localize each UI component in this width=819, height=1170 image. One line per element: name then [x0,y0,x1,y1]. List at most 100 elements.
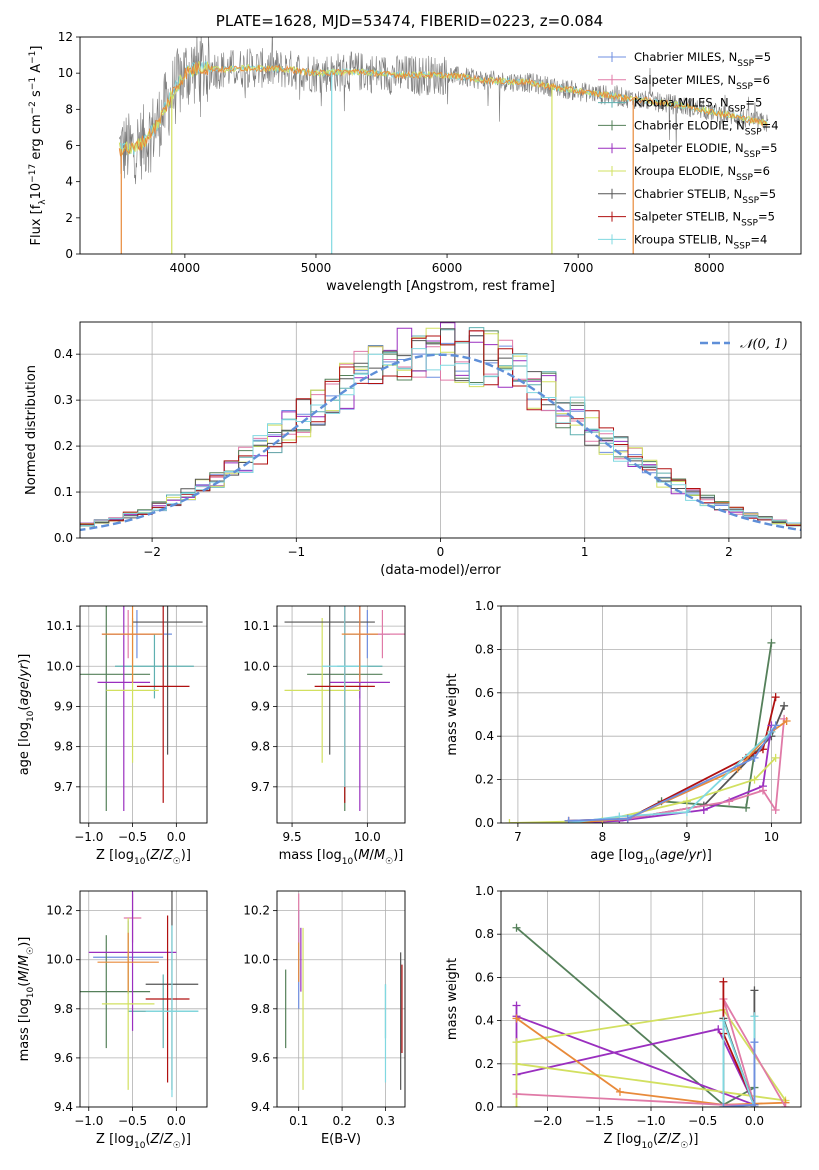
weight-marker [725,797,734,806]
legend-label: Salpeter STELIB, NSSP=5 [634,210,775,229]
y-tick-label: 10.2 [243,904,270,918]
weight-marker [512,1103,521,1107]
errorbar-point [284,618,360,763]
x-axis-label: Z [log10(Z/Z☉)] [604,1132,699,1151]
x-tick-label: 0.2 [333,1114,352,1128]
legend-entry: Kroupa ELODIE, NSSP=6 [598,164,770,183]
x-tick-label: 1 [581,545,589,559]
weight-series [512,923,759,1107]
y-tick-label: 2 [65,211,73,225]
weight-line [515,927,755,1106]
errorbar-point [284,606,375,755]
weight-marker [758,786,767,795]
y-tick-label: 9.9 [54,699,73,713]
y-tick-label: 8 [65,102,73,116]
legend-label: Kroupa ELODIE, NSSP=6 [634,164,770,183]
plot-area [501,891,801,1107]
y-tick-label: 0.4 [54,347,73,361]
errorbar-point [88,891,177,1031]
weight-marker [771,721,780,730]
legend-entry: Chabrier ELODIE, NSSP=4 [598,118,779,137]
weight-marker [782,717,791,726]
axes-frame [500,890,802,1108]
weight-line [568,642,773,823]
weight-marker [771,753,780,762]
weight-marker [682,797,691,806]
legend-entry: Salpeter STELIB, NSSP=5 [598,210,775,229]
x-tick-label: −1.5 [585,1114,614,1128]
weight-marker [750,1100,759,1107]
x-tick-label: −1.0 [636,1114,665,1128]
weight-marker [512,1059,521,1068]
weight-series [719,1038,759,1107]
y-tick-label: 0 [65,247,73,261]
plot-area [118,37,769,254]
axes-frame [79,321,802,539]
errorbar-point [80,935,151,1049]
legend-label: Chabrier MILES, NSSP=5 [634,50,771,69]
axes-panel-4: 9.5 10.0 9.7 9.8 9.9 10.0 10.1 mass [log10(M/M☉… [243,605,406,867]
weight-marker [771,693,780,702]
weight-marker [719,977,728,986]
y-tick-label: 10.0 [243,659,270,673]
figure-title: PLATE=1628, MJD=53474, FIBERID=0223, z=0… [215,12,604,30]
legend: Chabrier MILES, NSSP=5 Salpeter MILES, NS… [598,50,779,251]
axes-panel-2: −2 −1 0 1 2 0.0 0.1 0.2 0.3 0.4 (data-model)/error… [24,321,802,578]
y-tick-label: 0.8 [475,642,494,656]
weight-marker [699,805,708,814]
axes-frame [79,890,208,1108]
legend-label: Salpeter ELODIE, NSSP=5 [634,141,777,160]
y-tick-label: 9.7 [54,780,73,794]
y-tick-label: 10.1 [46,619,73,633]
x-tick-label: 6000 [432,261,463,275]
legend-entry: Chabrier MILES, NSSP=5 [598,50,771,69]
weight-marker [505,819,514,823]
y-tick-label: 0.0 [475,816,494,830]
y-tick-label: 10.1 [243,619,270,633]
weight-line [568,705,785,823]
y-axis-label: mass [log10(M/M☉)] [17,937,36,1062]
y-tick-label: 0.2 [475,773,494,787]
x-tick-label: 0.3 [376,1114,395,1128]
legend-label: 𝒩(0, 1) [740,337,787,352]
y-tick-label: 0.8 [475,927,494,941]
weight-marker [623,814,632,823]
x-tick-label: 0.0 [167,1114,186,1128]
weight-marker [750,1038,759,1047]
model-spectrum [118,62,768,157]
errorbar-point [145,915,190,1083]
errorbar-point [97,932,159,992]
x-tick-label: 9 [683,830,691,844]
legend-entry: Kroupa MILES, NSSP=5 [598,96,762,115]
observed-spectrum [119,37,769,185]
errorbar-point [97,606,151,811]
x-tick-label: 0.0 [167,830,186,844]
axes-frame [276,890,406,1108]
weight-marker [750,775,759,784]
plot-area [80,322,801,538]
x-tick-label: 10.0 [354,830,381,844]
weight-marker [714,1025,723,1034]
model-spectrum [118,60,768,158]
y-tick-label: 0.3 [54,393,73,407]
weight-marker [781,1103,790,1107]
y-axis-label: Flux [fλ10−17 erg cm−2 s−1 A−1] [28,46,48,246]
x-axis-label: E(B-V) [321,1132,361,1147]
weight-marker [512,1038,521,1047]
x-tick-label: −0.5 [118,1114,147,1128]
errorbar-point [132,606,203,755]
y-tick-label: 9.4 [54,1100,73,1114]
y-tick-label: 10.2 [46,904,73,918]
x-tick-label: 0 [437,545,445,559]
x-tick-label: −1.0 [74,830,103,844]
axes-frame [79,36,802,255]
weight-marker [615,1087,624,1096]
weight-series [564,714,789,823]
axes-panel-8: −2.0 −1.5 −1.0 −0.5 0.0 0.0 0.2 0.4 0.6 0.8 1.0 Z [… [445,884,802,1151]
weight-marker [512,923,521,932]
legend-entry: Chabrier STELIB, NSSP=5 [598,187,776,206]
axes-frame [500,605,802,824]
x-tick-label: 2 [725,545,733,559]
errorbar-point [80,606,151,811]
axes-frame [79,605,208,824]
